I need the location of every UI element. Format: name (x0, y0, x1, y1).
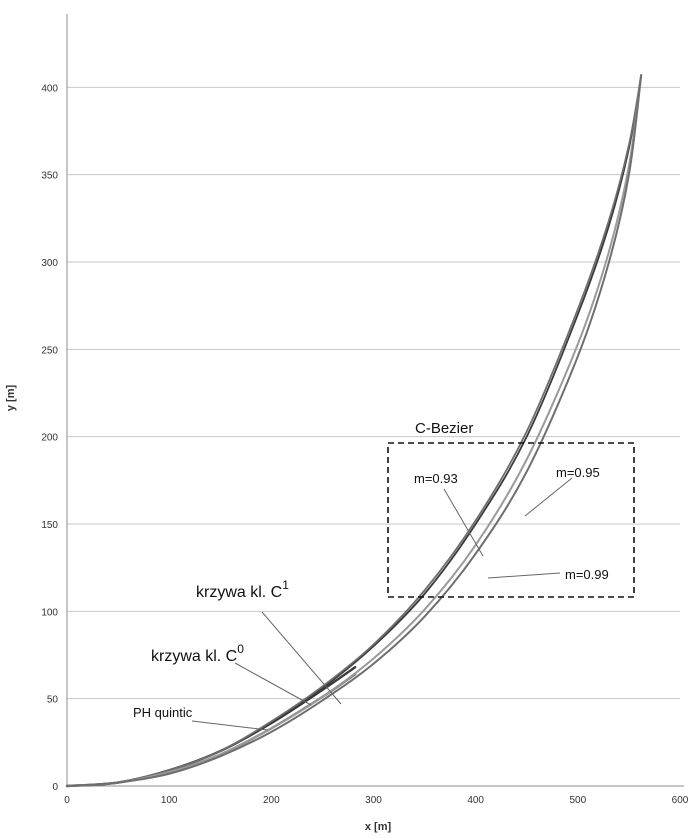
x-tick-label: 300 (365, 795, 382, 806)
y-tick-label: 400 (41, 83, 58, 94)
leader-c0 (234, 662, 312, 706)
m099-label: m=0.99 (565, 567, 609, 582)
c-bezier-box (387, 442, 635, 598)
c0-label-base: krzywa kl. C (151, 648, 237, 665)
series-line-m-0-93 (66, 74, 643, 787)
axes (66, 14, 684, 787)
m095-label: m=0.95 (556, 465, 600, 480)
x-tick-label: 400 (467, 795, 484, 806)
x-tick-label: 600 (672, 795, 689, 806)
y-axis-title: y [m] (5, 385, 17, 412)
series-line-m-0-99 (66, 74, 643, 787)
c1-label-sup: 1 (282, 578, 289, 592)
y-tick-label: 250 (41, 345, 58, 356)
y-tick-label: 150 (41, 520, 58, 531)
ph-quintic-label: PH quintic (133, 705, 193, 720)
y-tick-label: 350 (41, 171, 58, 182)
y-tick-label: 200 (41, 433, 58, 444)
c0-label: krzywa kl. C0 (151, 642, 244, 665)
leader-lines (191, 477, 573, 731)
leader-m099 (487, 572, 561, 579)
series-lines (65, 74, 643, 788)
c-bezier-label: C-Bezier (415, 420, 473, 437)
series-line-krzywa-kl-c-1 (65, 666, 357, 788)
y-tick-label: 300 (41, 258, 58, 269)
gridlines (67, 86, 680, 700)
y-tick-label: 0 (52, 782, 58, 793)
series-line-m-0-95 (66, 74, 643, 787)
leader-m095 (524, 477, 573, 517)
m093-label: m=0.93 (414, 471, 458, 486)
leader-ph (191, 720, 269, 731)
y-tick-label: 100 (41, 607, 58, 618)
x-axis-title: x [m] (365, 821, 392, 833)
x-tick-label: 500 (569, 795, 586, 806)
c1-label-base: krzywa kl. C (196, 584, 282, 601)
x-tick-label: 0 (64, 795, 70, 806)
c1-label: krzywa kl. C1 (196, 578, 289, 601)
y-tick-label: 50 (47, 695, 59, 706)
x-tick-label: 200 (263, 795, 280, 806)
c0-label-sup: 0 (237, 642, 244, 656)
series-line-krzywa-kl-c-0 (65, 673, 357, 788)
leader-c1 (261, 611, 342, 705)
x-tick-label: 100 (161, 795, 178, 806)
tick-labels: 0 100 200 300 400 500 600 0 50 100 150 200 250 300 350… (41, 83, 688, 806)
leader-m093 (443, 488, 484, 557)
